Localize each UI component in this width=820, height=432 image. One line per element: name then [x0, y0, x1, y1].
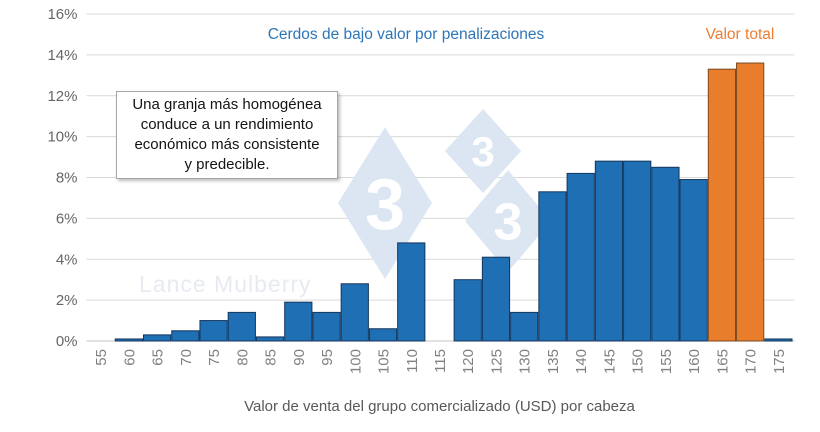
x-tick-label: 60 [121, 349, 138, 366]
x-tick-label: 155 [658, 349, 675, 374]
bar-105 [368, 328, 398, 342]
x-tick-label: 65 [150, 349, 167, 366]
watermark-author: Lance Mulberry [139, 271, 312, 297]
y-tick-label: 4% [56, 251, 78, 268]
x-tick-label: 105 [376, 349, 393, 374]
y-tick-label: 10% [47, 129, 77, 146]
x-tick-label: 110 [404, 349, 421, 373]
x-tick-label: 115 [432, 349, 449, 373]
x-tick-label: 140 [573, 349, 590, 374]
x-tick-label: 145 [601, 349, 618, 374]
x-tick-label: 135 [545, 349, 562, 374]
bar-175 [764, 338, 793, 342]
annotation-line: Una granja más homogénea [132, 96, 322, 113]
x-tick-label: 130 [517, 349, 534, 374]
y-tick-label: 16% [47, 6, 77, 23]
x-tick-label: 175 [771, 349, 788, 374]
pig333-logo-digit: 3 [494, 194, 523, 252]
x-tick-label: 150 [630, 349, 647, 374]
bar-155 [651, 166, 680, 342]
y-tick-label: 2% [56, 292, 78, 309]
x-tick-label: 70 [178, 349, 195, 366]
y-tick-label: 12% [47, 88, 77, 105]
y-tick-label: 14% [47, 47, 77, 64]
bar-60 [114, 338, 143, 342]
bar-70 [171, 330, 200, 342]
pig333-logo-diamond-icon [338, 127, 432, 279]
bar-145 [594, 160, 624, 342]
x-tick-label: 80 [234, 349, 251, 366]
bar-75 [199, 320, 228, 342]
bar-125 [481, 256, 511, 342]
pig333-logo-digit: 3 [365, 165, 405, 245]
bar-150 [623, 160, 652, 342]
x-tick-label: 90 [291, 349, 308, 366]
annotation-text: Una granja más homogénea conduce a un ren… [117, 95, 337, 175]
x-tick-label: 75 [206, 349, 223, 366]
bar-90 [284, 301, 313, 342]
x-tick-label: 160 [686, 349, 703, 374]
bar-110 [397, 242, 426, 342]
bar-80 [227, 311, 256, 342]
bar-170 [736, 62, 765, 342]
annotation-line: conduce a un rendimiento [140, 116, 314, 133]
bar-95 [312, 311, 341, 342]
bar-65 [142, 334, 172, 342]
x-tick-label: 85 [263, 349, 280, 366]
x-tick-label: 170 [743, 349, 760, 374]
x-tick-label: 125 [488, 349, 505, 374]
bar-135 [538, 191, 567, 342]
bar-120 [453, 279, 482, 342]
bar-140 [566, 172, 595, 342]
bar-160 [679, 179, 708, 342]
x-tick-label: 165 [714, 349, 731, 374]
x-tick-label: 55 [93, 349, 110, 366]
pig333-logo-diamond-icon [465, 170, 551, 272]
pig333-logo-digit: 3 [471, 128, 494, 175]
x-axis-title: Valor de venta del grupo comercializado … [244, 398, 635, 415]
x-tick-label: 100 [347, 349, 364, 374]
bar-130 [510, 311, 539, 342]
y-tick-label: 6% [56, 210, 78, 227]
bar-165 [707, 68, 737, 342]
bar-100 [340, 283, 369, 342]
annotation-line: económico más consistente [134, 136, 320, 153]
x-tick-label: 95 [319, 349, 336, 366]
pig333-logo-diamond-icon [445, 109, 521, 193]
annotation-line: y predecible. [184, 156, 270, 173]
bar-85 [255, 336, 285, 342]
y-tick-label: 0% [56, 333, 78, 350]
x-tick-label: 120 [460, 349, 477, 374]
annotation-box: Una granja más homogénea conduce a un ren… [116, 91, 338, 179]
y-tick-label: 8% [56, 170, 78, 187]
